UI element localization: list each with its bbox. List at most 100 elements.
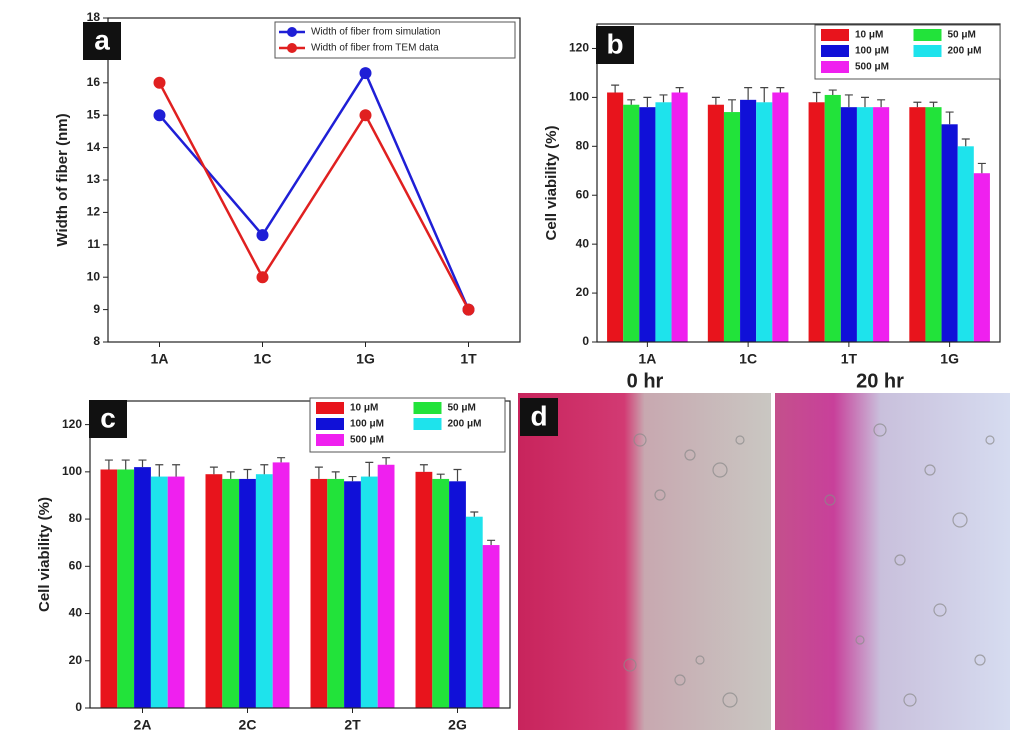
- error-bar: [365, 462, 373, 476]
- y-axis-label: Width of fiber (nm): [54, 113, 71, 246]
- error-bar: [728, 100, 736, 112]
- panel-d: [518, 393, 1010, 730]
- error-bar: [277, 458, 285, 463]
- point: [360, 109, 372, 121]
- x-tick-label: 1C: [254, 351, 272, 367]
- legend-label: 50 μM: [448, 403, 476, 414]
- x-tick-label: 1T: [460, 351, 477, 367]
- y-tick-label: 9: [93, 302, 100, 316]
- panel-label: b: [606, 28, 623, 59]
- legend-label: 100 μM: [855, 46, 889, 57]
- bar: [724, 112, 740, 342]
- y-tick-label: 10: [87, 269, 101, 283]
- bar: [639, 107, 655, 342]
- y-tick-label: 120: [569, 41, 589, 55]
- y-tick-label: 120: [62, 417, 82, 431]
- bar: [239, 479, 256, 708]
- error-bar: [227, 472, 235, 479]
- y-tick-label: 60: [69, 558, 83, 572]
- y-tick-label: 20: [69, 653, 83, 667]
- error-bar: [260, 465, 268, 474]
- legend-swatch: [914, 45, 942, 57]
- bar: [134, 467, 151, 708]
- legend-label: 200 μM: [948, 46, 982, 57]
- legend-swatch: [821, 29, 849, 41]
- legend-label: 200 μM: [448, 419, 482, 430]
- bar: [925, 107, 941, 342]
- error-bar: [349, 477, 357, 482]
- error-bar: [877, 100, 885, 107]
- bar: [740, 100, 756, 342]
- legend-label: 100 μM: [350, 419, 384, 430]
- y-tick-label: 20: [576, 285, 590, 299]
- error-bar: [454, 469, 462, 481]
- bar: [672, 92, 688, 342]
- point: [154, 109, 166, 121]
- y-tick-label: 60: [576, 187, 590, 201]
- error-bar: [611, 85, 619, 92]
- error-bar: [760, 88, 768, 103]
- error-bar: [105, 460, 113, 469]
- error-bar: [776, 88, 784, 93]
- x-tick-label: 1A: [151, 351, 169, 367]
- bar: [449, 481, 466, 708]
- y-tick-label: 100: [569, 90, 589, 104]
- micrograph-20hr: [775, 393, 1010, 730]
- point: [360, 67, 372, 79]
- bar: [432, 479, 449, 708]
- error-bar: [744, 88, 752, 100]
- bar: [378, 465, 395, 708]
- legend-label: Width of fiber from simulation: [311, 27, 441, 38]
- x-tick-label: 2C: [239, 717, 257, 730]
- bar: [909, 107, 925, 342]
- bar: [222, 479, 239, 708]
- error-bar: [813, 92, 821, 102]
- y-tick-label: 12: [87, 205, 101, 219]
- bar: [168, 477, 185, 708]
- point: [154, 77, 166, 89]
- legend-label: 500 μM: [855, 62, 889, 73]
- x-tick-label: 1G: [356, 351, 375, 367]
- bar: [825, 95, 841, 342]
- error-bar: [172, 465, 180, 477]
- y-tick-label: 13: [87, 172, 101, 186]
- bar: [206, 474, 223, 708]
- error-bar: [845, 95, 853, 107]
- point: [257, 229, 269, 241]
- y-tick-label: 11: [87, 237, 100, 251]
- error-bar: [861, 97, 869, 107]
- series-line: [160, 83, 469, 310]
- y-tick-label: 14: [87, 140, 101, 154]
- legend-label: 50 μM: [948, 30, 976, 41]
- legend-swatch: [316, 418, 344, 430]
- y-tick-label: 16: [87, 75, 101, 89]
- point: [257, 271, 269, 283]
- panel-label: a: [94, 24, 110, 55]
- bar: [857, 107, 873, 342]
- bar: [361, 477, 378, 708]
- error-bar: [659, 95, 667, 102]
- bar: [466, 517, 483, 708]
- legend-swatch: [414, 402, 442, 414]
- error-bar: [930, 102, 938, 107]
- error-bar: [210, 467, 218, 474]
- error-bar: [122, 460, 130, 469]
- bar: [841, 107, 857, 342]
- error-bar: [155, 465, 163, 477]
- bar: [327, 479, 344, 708]
- error-bar: [962, 139, 970, 146]
- error-bar: [712, 97, 720, 104]
- error-bar: [627, 100, 635, 105]
- bar: [873, 107, 889, 342]
- error-bar: [437, 474, 445, 479]
- legend-swatch: [821, 61, 849, 73]
- x-tick-label: 1C: [739, 351, 757, 367]
- y-tick-label: 100: [62, 464, 82, 478]
- error-bar: [139, 460, 147, 467]
- legend-label: 500 μM: [350, 435, 384, 446]
- bar: [942, 124, 958, 342]
- y-axis-label: Cell viability (%): [543, 125, 560, 240]
- y-axis-label: Cell viability (%): [36, 497, 53, 612]
- legend-label: 10 μM: [350, 403, 378, 414]
- error-bar: [244, 469, 252, 478]
